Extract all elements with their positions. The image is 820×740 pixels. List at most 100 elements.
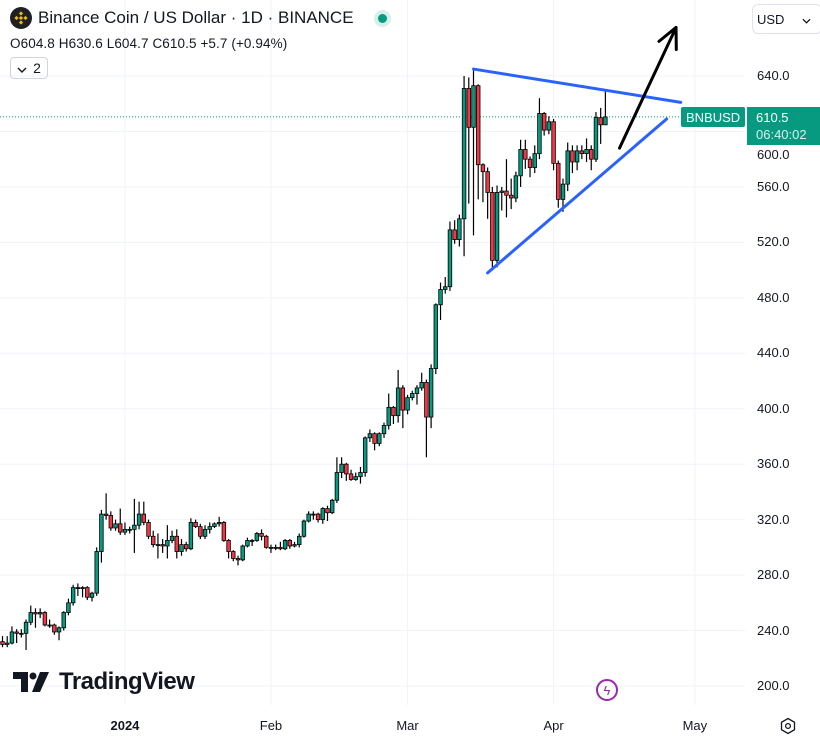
candle-body [537,113,542,155]
chart-plot-area[interactable] [0,0,745,705]
symbol-title[interactable]: Binance Coin / US Dollar · 1D · BINANCE [38,8,354,27]
candle-body [231,551,236,559]
candle-body [499,190,504,193]
candle-body [457,218,462,240]
candle-body [165,540,170,547]
candle-body [551,121,556,164]
settings-icon[interactable] [779,717,797,740]
candle-body [169,535,175,541]
candle-body [240,545,245,561]
candle-body [372,433,377,444]
candle-body [75,587,81,589]
candle-body [339,463,344,473]
candle-body [9,631,15,644]
candle-body [56,627,62,633]
candle-body [556,162,561,200]
candle-body [61,612,66,629]
candle-body [151,535,156,546]
candle-body [28,612,33,623]
candle-body [461,88,467,220]
chevron-down-icon [17,60,27,76]
candle-body [47,624,52,627]
ohlc-readout: O604.8 H630.6 L604.7 C610.5 +5.7 (+0.94%… [10,36,288,51]
candle-body [0,641,5,645]
candle-body [391,406,396,417]
candle-body [103,513,109,516]
tradingview-logo[interactable]: TradingView [13,668,195,696]
candle-body [99,513,104,552]
candle-body [306,513,311,522]
candle-body [589,149,594,160]
candle-body [395,387,401,417]
candle-body [518,149,523,177]
candle-body [532,153,537,168]
price-tick-label: 400.0 [757,400,790,416]
last-price-value: 610.5 [756,110,789,125]
candle-body [146,522,151,537]
candle-body [400,387,406,411]
candle-body [490,192,495,261]
candle-body [42,612,48,626]
candle-body [480,164,486,173]
candle-body [136,513,142,526]
price-tick-label: 320.0 [757,511,790,527]
candle-body [584,149,589,155]
candle-body [122,528,128,533]
candle-body [494,192,500,261]
candle-body [249,540,255,542]
candle-body [5,642,10,645]
candle-body [452,229,457,240]
candle-body [202,528,208,537]
candle-body [160,544,165,547]
price-tick-label: 280.0 [757,567,790,583]
candle-body [85,587,90,598]
candle-body [560,183,566,200]
candle-body [523,149,528,160]
candle-body [235,558,241,561]
price-tick-label: 200.0 [757,678,790,694]
candle-body [264,535,269,548]
candle-body [37,612,43,615]
currency-select[interactable]: USD [752,4,820,34]
candle-body [221,522,227,541]
candle-body [183,544,189,550]
candle-body [198,526,203,537]
trendline-upper [472,67,683,104]
candle-body [565,150,570,185]
indicators-collapse-button[interactable]: 2 [10,57,48,79]
candle-body [579,150,585,155]
candle-body [113,523,118,529]
market-status-icon[interactable] [377,13,387,23]
branding-text: TradingView [59,668,195,695]
price-tick-label: 440.0 [757,345,790,361]
candle-body [329,499,335,514]
last-price-tag: 610.5 06:40:02 [747,107,820,145]
candle-body [89,592,95,598]
price-tick-label: 640.0 [757,68,790,83]
candle-body [367,433,373,439]
candle-body [414,387,420,394]
candle-body [546,121,552,131]
chart-header: Binance Coin / US Dollar · 1D · BINANCE [10,7,387,29]
trendline-lower [486,117,669,275]
candle-body [405,397,410,411]
candle-body [362,437,368,473]
candle-body [320,508,325,521]
candle-body [118,523,123,533]
candle-body [245,540,250,547]
candle-body [66,602,71,613]
candle-body [438,289,443,306]
candle-body [574,150,580,163]
candle-body [570,150,575,163]
candle-body [273,546,278,549]
lightning-icon[interactable]: ϟ [596,679,618,701]
bar-countdown: 06:40:02 [756,127,807,142]
candle-body [226,540,231,552]
candle-body [447,229,453,288]
candle-body [292,544,297,547]
candle-body [127,528,132,531]
currency-value: USD [757,11,785,27]
candle-body [193,522,198,527]
candle-body [348,473,354,480]
candle-body [504,190,509,196]
